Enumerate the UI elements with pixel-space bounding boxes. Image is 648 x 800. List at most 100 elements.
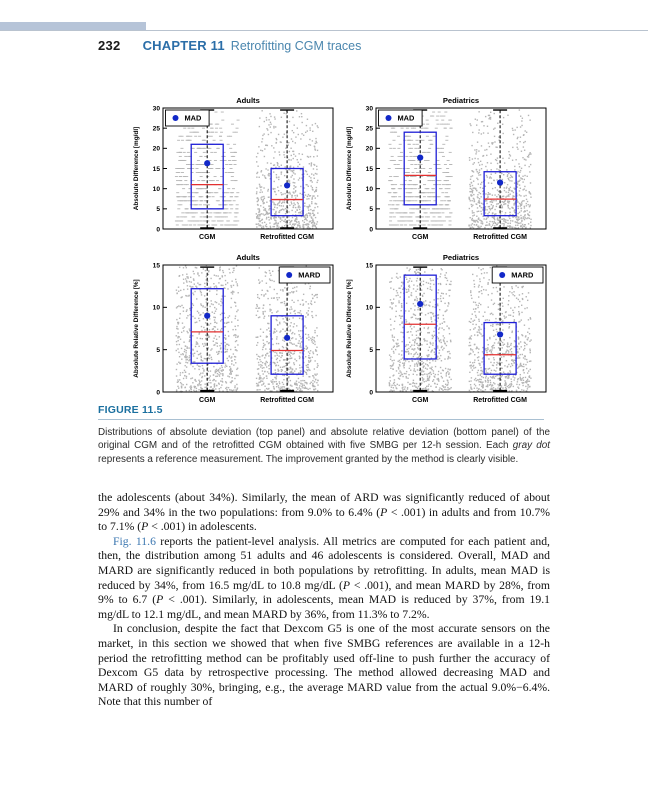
chart-panel-1-adults: Adults Absolute Difference [mg/dl] 0 5 10 15 2…: [133, 96, 334, 241]
text-run: < .001). Similarly, in adolescents, mean…: [98, 593, 551, 621]
y-tick-label: 0: [156, 389, 160, 396]
text-run: the adolescents (about 34%). Similarly, …: [98, 491, 550, 519]
x-tick-label: CGM: [412, 234, 429, 241]
text-run: P: [380, 505, 388, 519]
figure-reference-link[interactable]: Fig. 11.6: [113, 534, 156, 548]
legend-label: MARD: [511, 271, 534, 280]
legend-box: [278, 266, 331, 284]
chart-title: Pediatrics: [443, 96, 479, 105]
plot-frame: [162, 264, 334, 393]
x-tick-label: CGM: [412, 397, 429, 404]
body-paragraph-2: Fig. 11.6 reports the patient-level anal…: [98, 535, 550, 623]
iqr-box: [270, 167, 304, 217]
y-tick-label: 0: [369, 226, 373, 233]
iqr-box: [403, 274, 437, 360]
scatter-points-retrofitted-cgm: [255, 265, 319, 393]
chart-title: Pediatrics: [443, 253, 479, 262]
mean-dot: [284, 182, 291, 189]
mean-dot: [497, 179, 504, 186]
y-tick-label: 5: [369, 347, 373, 354]
chapter-title: Retrofitting CGM traces: [230, 39, 362, 53]
iqr-box: [483, 321, 517, 375]
legend-label: MAD: [398, 114, 415, 123]
legend-marker-dot: [385, 115, 392, 121]
y-tick-label: 20: [153, 146, 161, 153]
y-tick-label: 10: [153, 186, 161, 193]
y-tick-label: 10: [366, 305, 374, 312]
legend-marker-dot: [286, 272, 293, 278]
y-tick-label: 0: [369, 389, 373, 396]
y-tick-label: 15: [366, 262, 374, 269]
iqr-box: [190, 288, 224, 364]
y-tick-label: 25: [153, 126, 161, 133]
figure-caption-block: FIGURE 11.5 Distributions of absolute de…: [98, 404, 550, 466]
scatter-points-cgm: [388, 266, 452, 393]
body-paragraph-3: In conclusion, despite the fact that Dex…: [98, 622, 550, 710]
iqr-box: [190, 143, 224, 210]
legend-box: [378, 109, 423, 127]
y-tick-label: 30: [366, 105, 374, 112]
figure-caption-text: Distributions of absolute deviation (top…: [98, 426, 550, 466]
iqr-box: [270, 315, 304, 375]
x-tick-label: Retrofitted CGM: [473, 234, 527, 241]
y-tick-label: 25: [366, 126, 374, 133]
legend: MAD: [165, 109, 210, 127]
header-accent-bar: [0, 22, 146, 31]
mean-dot: [204, 160, 211, 167]
iqr-box: [403, 131, 437, 206]
text-run: P: [342, 578, 351, 592]
x-tick-label: CGM: [199, 397, 216, 404]
legend-label: MAD: [185, 114, 202, 123]
scatter-points-retrofitted-cgm: [468, 265, 532, 393]
chart-title: Adults: [236, 253, 260, 262]
figure-rule: [98, 419, 544, 420]
body-paragraph-1: the adolescents (about 34%). Similarly, …: [98, 491, 550, 535]
text-run: represents a reference measurement. The …: [98, 453, 519, 465]
body-text: the adolescents (about 34%). Similarly, …: [98, 491, 550, 710]
y-tick-label: 15: [153, 262, 161, 269]
chart-panel-2-pediatrics: Pediatrics Absolute Difference [mg/dl] 0 5 1…: [346, 96, 547, 241]
legend-label: MARD: [298, 271, 321, 280]
y-tick-label: 15: [153, 166, 161, 173]
y-axis-label: Absolute Difference [mg/dl]: [346, 127, 353, 210]
y-tick-label: 10: [366, 186, 374, 193]
y-tick-label: 20: [366, 146, 374, 153]
plot-frame: [375, 264, 547, 393]
y-tick-label: 0: [156, 226, 160, 233]
chart-panel-4-pediatrics: Pediatrics Absolute Relative Difference […: [346, 253, 547, 404]
page-number: 232: [98, 38, 121, 53]
text-run: reports the patient-level analysis. All …: [98, 534, 550, 592]
text-run: < .001) in adolescents.: [148, 520, 257, 534]
x-tick-label: Retrofitted CGM: [473, 397, 527, 404]
y-tick-label: 15: [366, 166, 374, 173]
text-run: < .001), and mean MARD by 28%, from 9% t…: [98, 578, 550, 607]
x-tick-label: Retrofitted CGM: [260, 234, 314, 241]
header-rule: [0, 30, 648, 31]
y-tick-label: 10: [153, 305, 161, 312]
iqr-box: [483, 171, 517, 217]
y-tick-label: 5: [369, 206, 373, 213]
legend-marker-dot: [499, 272, 506, 278]
mean-dot: [204, 312, 211, 319]
chapter-label: CHAPTER 11: [142, 38, 225, 53]
y-tick-label: 30: [153, 105, 161, 112]
mean-dot: [417, 154, 424, 161]
y-axis-label: Absolute Relative Difference [%]: [133, 279, 140, 377]
text-run: < .001) in adults and from 10.7% to 7.1%…: [98, 505, 550, 534]
mean-dot: [284, 334, 291, 341]
text-run: gray dot: [512, 440, 551, 452]
y-tick-label: 5: [156, 206, 160, 213]
text-run: P: [156, 593, 164, 607]
page-header: 232 CHAPTER 11 Retrofitting CGM traces: [98, 37, 550, 55]
figure-label: FIGURE 11.5: [98, 404, 163, 416]
x-tick-label: CGM: [199, 234, 216, 241]
x-tick-label: Retrofitted CGM: [260, 397, 314, 404]
legend: MARD: [491, 266, 544, 284]
y-tick-label: 5: [156, 347, 160, 354]
text-run: P: [141, 520, 149, 534]
chart-panel-3-adults: Adults Absolute Relative Difference [%] 0 5…: [133, 253, 334, 404]
legend: MAD: [378, 109, 423, 127]
mean-dot: [417, 300, 424, 308]
legend-box: [491, 266, 544, 284]
y-axis-label: Absolute Relative Difference [%]: [346, 279, 353, 377]
